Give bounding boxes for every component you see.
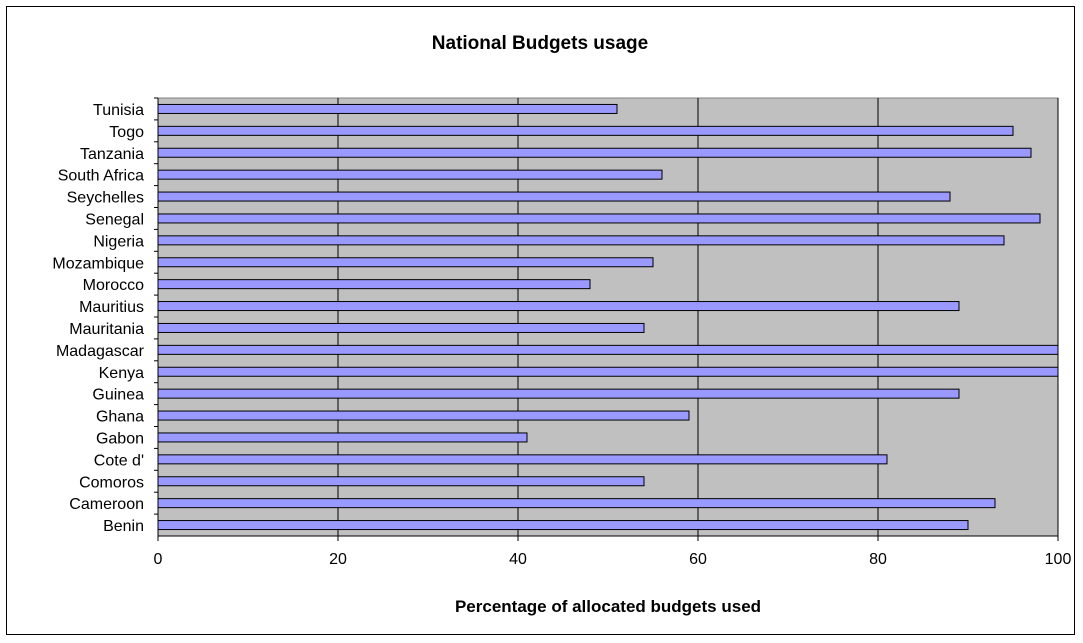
category-label: South Africa — [58, 168, 144, 185]
bar — [157, 344, 1059, 355]
bar — [157, 410, 690, 421]
bar — [157, 235, 1005, 246]
category-label: Guinea — [92, 387, 144, 404]
category-labels: Tunisia Togo Tanzania South Africa Seychelle… — [52, 97, 158, 535]
bar — [157, 257, 654, 268]
bar — [157, 322, 645, 333]
x-tick-label: 20 — [329, 551, 347, 568]
bar — [157, 454, 888, 465]
category-label: Comoros — [79, 474, 144, 491]
bar — [157, 366, 1059, 377]
category-label: Cameroon — [69, 496, 144, 513]
category-label: Gabon — [96, 430, 144, 447]
bar — [157, 476, 645, 487]
category-label: Nigeria — [93, 233, 144, 250]
bar — [157, 301, 960, 312]
bar — [157, 520, 969, 531]
category-label: Senegal — [85, 211, 144, 228]
bar — [157, 125, 1014, 136]
category-label: Ghana — [96, 409, 144, 426]
category-label: Togo — [109, 124, 144, 141]
category-label: Benin — [103, 518, 144, 535]
bar — [157, 388, 960, 399]
bar — [157, 169, 663, 180]
bars — [157, 103, 1059, 531]
bar — [157, 147, 1032, 158]
bar — [157, 213, 1041, 224]
bar — [157, 279, 591, 290]
category-label: Seychelles — [67, 190, 144, 207]
x-tick-labels: 0 20 40 60 80 100 — [154, 536, 1072, 568]
bar — [157, 432, 528, 443]
x-axis-label: Percentage of allocated budgets used — [455, 597, 761, 616]
x-tick-label: 60 — [689, 551, 707, 568]
x-tick-label: 40 — [509, 551, 527, 568]
category-label: Tunisia — [93, 102, 144, 119]
bar — [157, 191, 951, 202]
plot-area — [157, 97, 1059, 537]
category-label: Mozambique — [52, 255, 144, 272]
bar — [157, 498, 996, 509]
x-tick-label: 100 — [1045, 551, 1072, 568]
category-label: Cote d' — [94, 452, 144, 469]
x-tick-label: 80 — [869, 551, 887, 568]
bar — [157, 103, 618, 114]
category-label: Mauritius — [79, 299, 144, 316]
x-tick-label: 0 — [154, 551, 163, 568]
chart-title: National Budgets usage — [432, 33, 648, 54]
category-label: Kenya — [99, 365, 144, 382]
category-label: Tanzania — [80, 146, 144, 163]
category-label: Madagascar — [56, 343, 145, 360]
category-label: Mauritania — [69, 321, 144, 338]
category-label: Morocco — [83, 277, 144, 294]
